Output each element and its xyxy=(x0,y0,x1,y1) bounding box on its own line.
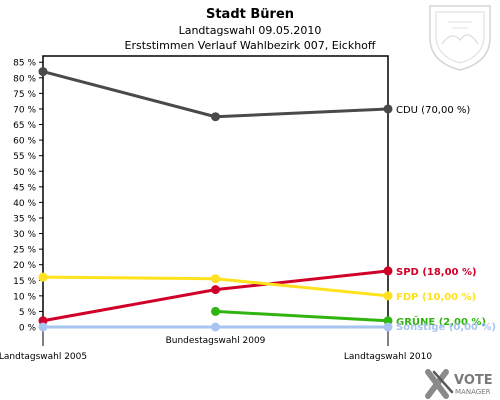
data-point xyxy=(38,272,48,282)
y-tick-label: 70 % xyxy=(13,105,36,115)
y-tick-label: 65 % xyxy=(13,121,36,131)
y-tick-label: 30 % xyxy=(13,230,36,240)
data-point xyxy=(383,316,393,326)
data-point xyxy=(211,306,220,316)
end-label: CDU (70,00 %) xyxy=(396,105,470,116)
series-layer xyxy=(38,67,393,332)
data-point xyxy=(383,291,393,301)
y-tick-label: 0 % xyxy=(19,324,37,334)
manager-text: MANAGER xyxy=(455,388,491,396)
end-label: Sonstige (0,00 %) xyxy=(396,322,496,333)
data-point xyxy=(38,67,48,77)
vote-manager-x-icon xyxy=(425,369,454,399)
data-point xyxy=(211,112,220,122)
data-point xyxy=(38,316,48,326)
data-point xyxy=(383,104,393,114)
y-tick-label: 80 % xyxy=(13,74,36,84)
series-gr-ne xyxy=(211,306,393,326)
x-axis: Landtagswahl 2005 Bundestagswahl 2009 Land… xyxy=(0,327,432,362)
y-tick-label: 35 % xyxy=(13,214,36,224)
end-label-layer: CDU (70,00 %) SPD (18,00 %) FDP (10,00 %) G… xyxy=(396,105,496,333)
y-tick-label: 25 % xyxy=(13,246,36,256)
y-tick-label: 60 % xyxy=(13,137,36,147)
chart-title: Stadt Büren xyxy=(206,7,294,22)
chart-subtitle-2: Erststimmen Verlauf Wahlbezirk 007, Eick… xyxy=(125,39,376,52)
y-tick-label: 40 % xyxy=(13,199,36,209)
series-line xyxy=(42,70,389,119)
y-tick-label: 45 % xyxy=(13,183,36,193)
data-point xyxy=(383,266,393,276)
x-tick-label: Landtagswahl 2010 xyxy=(344,352,433,362)
series-line xyxy=(215,309,389,323)
series-sonstige xyxy=(38,322,393,332)
y-tick-label: 55 % xyxy=(13,152,36,162)
x-tick-label: Bundestagswahl 2009 xyxy=(166,336,266,346)
y-tick-label: 50 % xyxy=(13,168,36,178)
series-spd xyxy=(38,266,393,326)
series-fdp xyxy=(38,272,393,301)
y-tick-label: 15 % xyxy=(13,277,36,287)
chart-subtitle-1: Landtagswahl 09.05.2010 xyxy=(179,24,322,37)
data-point xyxy=(211,274,220,284)
data-point xyxy=(211,322,220,332)
end-label: GRÜNE (2,00 %) xyxy=(396,314,486,328)
end-label: FDP (10,00 %) xyxy=(396,292,476,303)
y-tick-label: 75 % xyxy=(13,90,36,100)
vote-manager-logo: VOTE MANAGER xyxy=(425,369,493,399)
data-point xyxy=(211,285,220,295)
end-label: SPD (18,00 %) xyxy=(396,267,477,278)
x-tick-label: Landtagswahl 2005 xyxy=(0,352,87,362)
y-tick-label: 85 % xyxy=(13,59,36,69)
y-axis: 0 % 5 % 10 % 15 % 20 % 25 % 30 % 35 % 40 % 45 % 50… xyxy=(13,59,43,334)
coat-of-arms-icon xyxy=(429,5,491,71)
y-tick-label: 20 % xyxy=(13,261,36,271)
series-cdu xyxy=(38,67,393,122)
data-point xyxy=(383,322,393,332)
y-tick-label: 5 % xyxy=(19,308,37,318)
vote-text: VOTE xyxy=(454,373,493,388)
y-tick-label: 10 % xyxy=(13,292,36,302)
data-point xyxy=(38,322,48,332)
